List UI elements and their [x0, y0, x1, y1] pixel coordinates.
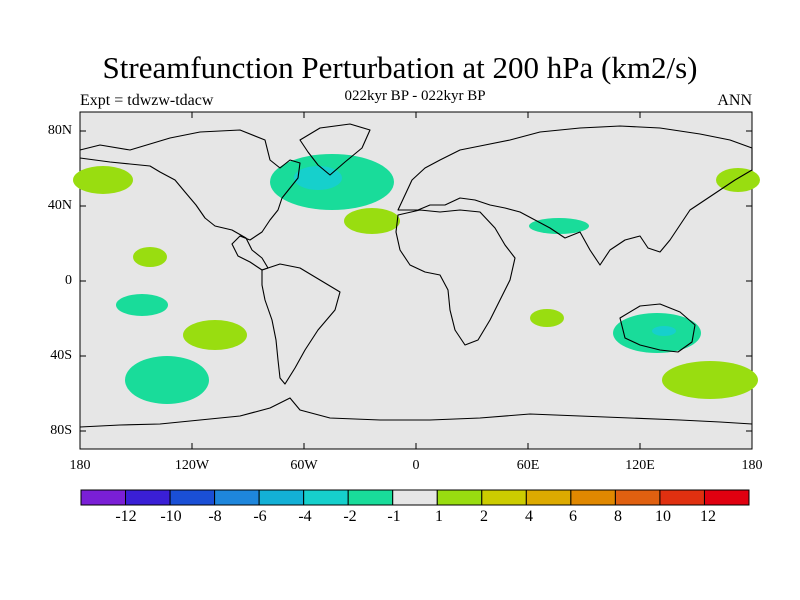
colorbar-swatch	[392, 489, 438, 506]
coastline-antarctica	[79, 397, 753, 428]
colorbar-swatch	[125, 489, 171, 506]
anomaly-south-pacific-east	[183, 320, 247, 350]
experiment-label: Expt = tdwzw-tdacw	[80, 92, 214, 109]
colorbar-swatch	[703, 489, 750, 506]
colorbar-swatch	[80, 489, 127, 506]
lat-label-0: 0	[65, 273, 72, 288]
anomaly-pacific-subtropical	[133, 247, 167, 267]
colorbar-label: -12	[115, 508, 137, 525]
colorbar-label: 1	[435, 508, 443, 525]
coastline-eurasia	[397, 125, 753, 266]
lon-label-60w: 60W	[290, 458, 318, 473]
lat-label-40n: 40N	[47, 198, 72, 213]
colorbar-label: -8	[208, 508, 222, 525]
anomaly-tasman	[662, 361, 758, 399]
season-label: ANN	[717, 92, 752, 109]
lon-label-0: 0	[412, 458, 420, 473]
colorbar-swatch	[303, 489, 349, 506]
colorbar-label: -6	[253, 508, 267, 525]
lat-label-40s: 40S	[50, 348, 72, 363]
coastline-greenland	[299, 123, 371, 176]
anomaly-australia-core	[652, 326, 676, 336]
colorbar-swatch	[614, 489, 661, 506]
lon-label-180e: 180	[741, 458, 763, 473]
colorbar-swatch	[659, 489, 705, 506]
lon-label-60e: 60E	[516, 458, 540, 473]
colorbar-label: 2	[480, 508, 488, 525]
coastline-north-america	[79, 129, 301, 271]
colorbar-swatch	[436, 489, 483, 506]
plot-title: Streamfunction Perturbation at 200 hPa (…	[102, 50, 698, 85]
axis-ticks	[80, 112, 752, 449]
coastline-africa	[395, 209, 516, 346]
lon-label-120w: 120W	[174, 458, 210, 473]
colorbar-label: -4	[298, 508, 312, 525]
colorbar-label: 8	[614, 508, 622, 525]
anomaly-west-pacific-north	[73, 166, 133, 194]
anomaly-east-asia-north	[716, 168, 760, 192]
colorbar-swatch	[525, 489, 572, 506]
colorbar-label: 4	[525, 508, 533, 525]
colorbar-swatch	[169, 489, 216, 506]
colorbar-swatch	[214, 489, 260, 506]
anomaly-mid-atlantic	[344, 208, 400, 234]
anomaly-pacific-south-tropical	[116, 294, 168, 316]
anomaly-arabian	[529, 218, 589, 234]
anomaly-indian-south	[530, 309, 564, 327]
lon-label-120e: 120E	[625, 458, 655, 473]
colorbar	[80, 489, 750, 506]
coastline-australia	[619, 303, 696, 353]
colorbar-label: -1	[387, 508, 401, 525]
lon-label-180w: 180	[69, 458, 91, 473]
period-label: 022kyr BP - 022kyr BP	[344, 88, 486, 104]
coastline-south-america	[261, 263, 341, 385]
colorbar-swatch	[258, 489, 305, 506]
colorbar-label: 6	[569, 508, 577, 525]
colorbar-label: -2	[343, 508, 357, 525]
coastlines	[79, 123, 753, 428]
colorbar-label: 10	[655, 508, 671, 525]
colorbar-swatch	[481, 489, 527, 506]
colorbar-swatch	[347, 489, 394, 506]
colorbar-label: 12	[700, 508, 716, 525]
anomaly-north-atlantic-core	[294, 166, 342, 190]
colorbar-swatch	[570, 489, 616, 506]
colorbar-label: -10	[160, 508, 182, 525]
anomaly-south-pacific	[125, 356, 209, 404]
lat-label-80s: 80S	[50, 423, 72, 438]
lat-label-80n: 80N	[47, 123, 72, 138]
